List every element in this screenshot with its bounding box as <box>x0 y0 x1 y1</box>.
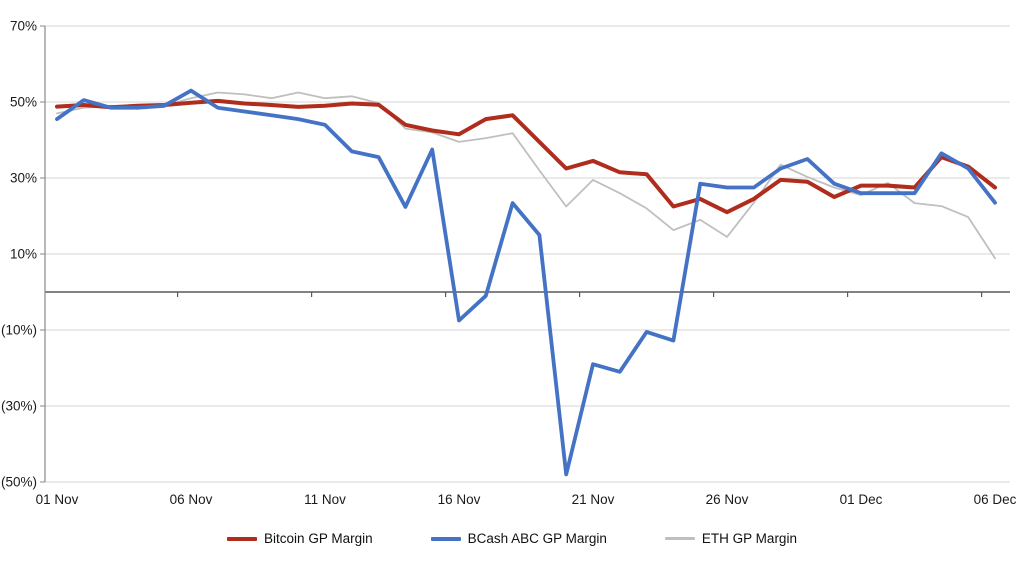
x-axis-label: 16 Nov <box>438 492 481 507</box>
bcash-legend-label: BCash ABC GP Margin <box>467 531 607 546</box>
y-axis-label: (50%) <box>1 475 37 490</box>
x-axis-label: 21 Nov <box>572 492 615 507</box>
y-axis-label: 70% <box>10 19 37 34</box>
bcash-legend-swatch <box>430 536 461 541</box>
x-axis-label: 06 Dec <box>974 492 1017 507</box>
bcash-series-line <box>55 88 997 477</box>
legend-item-bcash: BCash ABC GP Margin <box>430 531 607 546</box>
y-axis-label: 50% <box>10 95 37 110</box>
bitcoin-legend-swatch <box>227 536 258 541</box>
bitcoin-legend-label: Bitcoin GP Margin <box>264 531 373 546</box>
y-axis-label: 30% <box>10 171 37 186</box>
legend: Bitcoin GP Margin BCash ABC GP Margin ET… <box>0 531 1024 546</box>
eth-series-line <box>56 91 996 260</box>
bitcoin-series-line <box>55 98 997 215</box>
eth-legend-label: ETH GP Margin <box>701 531 797 546</box>
x-axis-label: 26 Nov <box>706 492 749 507</box>
y-axis-label: 10% <box>10 247 37 262</box>
eth-legend-swatch <box>664 537 695 540</box>
x-axis-label: 06 Nov <box>170 492 213 507</box>
legend-item-eth: ETH GP Margin <box>664 531 797 546</box>
y-axis-label: (30%) <box>1 399 37 414</box>
x-axis-label: 01 Dec <box>840 492 883 507</box>
legend-item-bitcoin: Bitcoin GP Margin <box>227 531 373 546</box>
y-axis-label: (10%) <box>1 323 37 338</box>
x-axis-label: 11 Nov <box>304 492 346 507</box>
x-axis-label: 01 Nov <box>36 492 79 507</box>
